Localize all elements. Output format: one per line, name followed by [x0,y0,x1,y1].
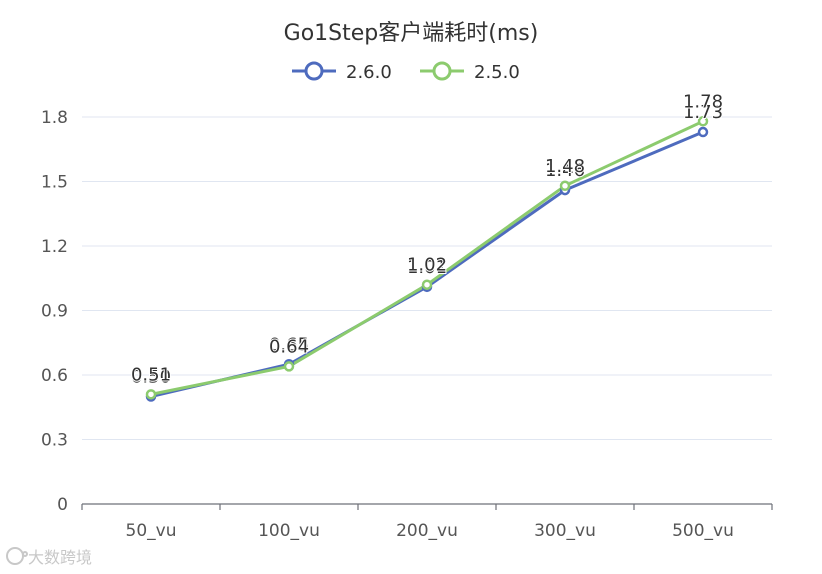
data-label: 0.50 [131,367,171,388]
x-tick-label: 200_vu [396,521,458,541]
legend-marker-2.6.0 [304,61,324,81]
y-tick-label: 0.3 [41,431,68,451]
x-tick-label: 50_vu [126,521,177,541]
legend-label[interactable]: 2.5.0 [474,62,520,83]
gridlines [82,116,772,440]
data-label: 1.46 [545,160,585,181]
y-tick-label: 0.6 [41,366,68,386]
legend-label[interactable]: 2.6.0 [346,62,392,83]
series-layer [145,116,709,402]
data-labels: 0.50 0.65 1.01 1.46 1.73 0.51 0.64 1.02 1.48 1.78 [130,90,724,388]
data-point[interactable] [145,389,157,400]
data-point[interactable] [559,180,571,192]
watermark: 大数跨境 [6,544,92,568]
x-axis: 50_vu 100_vu 200_vu 300_vu 500_vu [81,503,773,541]
y-tick-label: 0.9 [41,302,68,322]
data-label: 1.02 [407,255,447,276]
data-label: 1.01 [407,257,447,278]
y-tick-label: 1.8 [41,108,68,128]
data-point[interactable] [697,126,709,138]
y-tick-label: 0 [57,495,68,515]
legend-marker-2.5.0 [432,61,452,81]
data-label: 1.78 [683,91,723,112]
data-label: 1.73 [683,102,723,123]
watermark-text: 大数跨境 [28,548,93,567]
data-label: 0.64 [269,336,309,357]
data-point[interactable] [283,361,295,372]
data-label: 1.48 [545,156,585,177]
chart-title: Go1Step客户端耗时(ms) [284,21,539,46]
x-tick-label: 500_vu [672,521,734,541]
data-label: 0.51 [131,364,171,385]
logo-icon [6,547,28,565]
y-tick-label: 1.2 [41,237,68,257]
x-tick-label: 100_vu [258,521,320,541]
x-tick-label: 300_vu [534,521,596,541]
data-point[interactable] [421,279,433,290]
data-point[interactable] [697,116,709,127]
y-tick-label: 1.5 [41,173,68,193]
data-label: 0.65 [269,334,309,355]
y-axis: 0 0.3 0.6 0.9 1.2 1.5 1.8 [41,108,68,515]
legend: 2.6.0 2.5.0 [292,61,520,83]
